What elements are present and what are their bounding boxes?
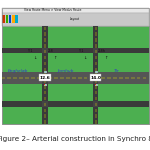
Bar bbox=[39, 74, 51, 81]
Text: 12.6: 12.6 bbox=[39, 76, 50, 80]
Bar bbox=[42, 72, 48, 84]
Bar bbox=[12, 15, 15, 23]
Text: 2-8: 2-8 bbox=[48, 48, 54, 52]
Bar bbox=[95, 84, 96, 85]
Bar bbox=[9, 15, 11, 23]
Text: ↓: ↓ bbox=[84, 56, 87, 60]
Bar bbox=[94, 84, 97, 85]
Text: 14.0: 14.0 bbox=[90, 76, 101, 80]
Bar bbox=[2, 72, 148, 84]
Bar bbox=[2, 101, 148, 107]
Bar bbox=[15, 15, 18, 23]
Bar bbox=[94, 71, 97, 72]
Text: 2-8h: 2-8h bbox=[98, 48, 105, 52]
Bar bbox=[2, 15, 5, 23]
Bar bbox=[93, 26, 98, 124]
Text: Tir: Tir bbox=[113, 69, 119, 73]
Bar bbox=[2, 26, 148, 124]
Text: Y 1: Y 1 bbox=[78, 48, 84, 52]
Text: Layout: Layout bbox=[70, 17, 80, 21]
Bar bbox=[44, 84, 45, 85]
Text: Figure 2– Arterial construction in Synchro 8: Figure 2– Arterial construction in Synch… bbox=[0, 136, 150, 142]
Text: Enghelab: Enghelab bbox=[8, 69, 28, 73]
Text: ↑: ↑ bbox=[104, 56, 108, 60]
Bar bbox=[2, 8, 148, 124]
Text: Jomhub: Jomhub bbox=[58, 69, 74, 73]
Bar bbox=[93, 72, 98, 84]
Bar bbox=[93, 101, 98, 107]
Text: ↑: ↑ bbox=[53, 56, 57, 60]
Bar bbox=[2, 13, 148, 26]
Bar bbox=[42, 48, 48, 53]
Bar bbox=[2, 48, 148, 53]
Bar bbox=[42, 101, 48, 107]
Bar bbox=[93, 48, 98, 53]
Bar bbox=[44, 84, 46, 85]
Text: ↓: ↓ bbox=[33, 56, 36, 60]
Text: Y 1: Y 1 bbox=[27, 48, 33, 52]
Bar bbox=[44, 71, 46, 72]
Bar bbox=[42, 26, 48, 124]
Bar bbox=[2, 8, 148, 13]
Bar bbox=[6, 15, 8, 23]
Bar bbox=[90, 74, 101, 81]
Text: View Route Menu > View Modus Route: View Route Menu > View Modus Route bbox=[24, 8, 82, 12]
